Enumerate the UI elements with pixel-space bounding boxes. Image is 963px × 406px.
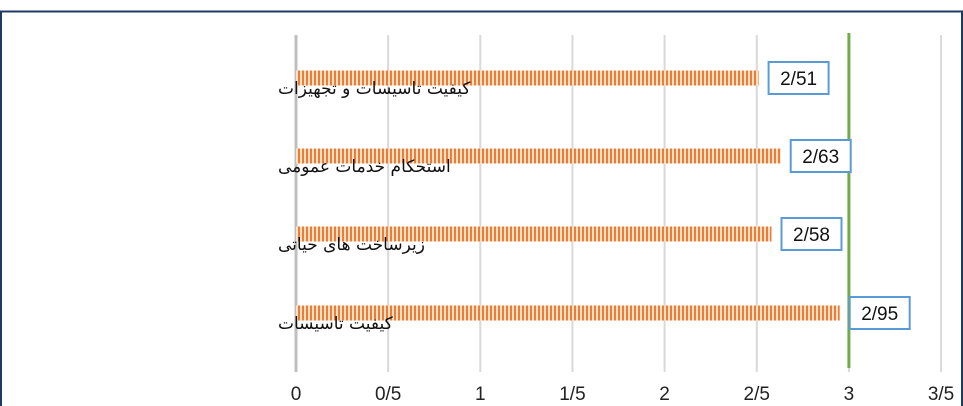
data-label-box (789, 139, 852, 173)
x-tick-label: 2 (659, 384, 670, 405)
category-label: استحکام خدمات عمومی (278, 157, 451, 177)
data-label-box (848, 296, 911, 330)
x-tick-label: 0/5 (375, 384, 401, 405)
bars (296, 70, 840, 321)
bar (296, 226, 772, 242)
x-tick-label: 1/5 (559, 384, 585, 405)
bar (296, 305, 840, 321)
x-tick-label: 0 (291, 384, 302, 405)
bar (296, 148, 781, 164)
data-label: 2/58 (793, 225, 830, 246)
data-label-box (767, 61, 830, 95)
x-tick-label: 3/5 (928, 384, 954, 405)
x-tick-labels: 0 0/5 1 1/5 2 2/5 3 3/5 (291, 384, 955, 405)
category-label: زیرساخت های حیاتی (278, 235, 425, 255)
x-tick-label: 2/5 (744, 384, 770, 405)
data-label: 2/95 (861, 304, 898, 325)
data-label-box (780, 217, 843, 251)
x-tick-label: 3 (844, 384, 855, 405)
data-label: 2/51 (780, 69, 817, 90)
category-labels: کیفیت تاسیسات و تجهیزات استحکام خدمات عمو… (278, 79, 471, 334)
data-labels: 2/51 2/63 2/58 2/95 (767, 61, 911, 330)
category-label: کیفیت تاسیسات و تجهیزات (278, 79, 471, 99)
bar (296, 70, 759, 86)
data-label: 2/63 (802, 147, 839, 168)
x-tick-label: 1 (475, 384, 486, 405)
category-label: کیفیت تاسیسات (278, 314, 394, 334)
